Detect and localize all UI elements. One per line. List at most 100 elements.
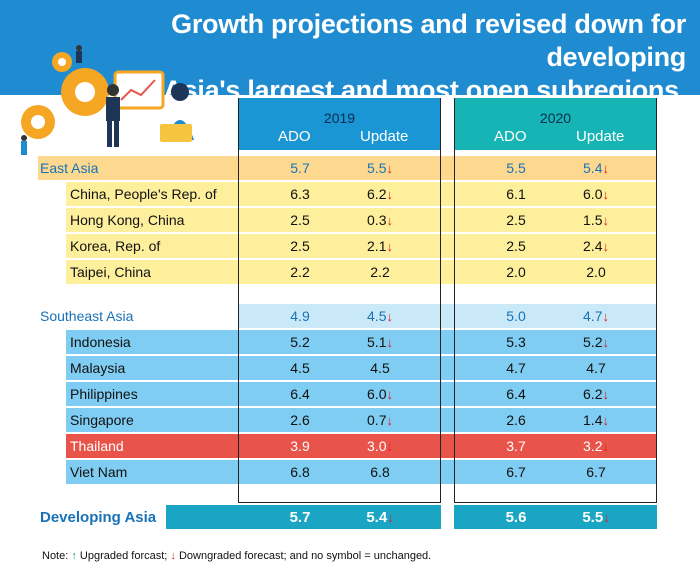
value-cell: 2.6 [270, 412, 330, 428]
value-text: 2.2 [290, 264, 310, 280]
row-label: Philippines [70, 386, 138, 402]
value-text: 6.2 [583, 386, 603, 402]
person-presenter-icon [106, 84, 120, 147]
value-text: 3.2 [583, 438, 603, 454]
row-background [66, 434, 238, 458]
value-text: 2.4 [583, 238, 603, 254]
row-background [66, 408, 238, 432]
value-text: 5.2 [583, 334, 603, 350]
row-background [441, 208, 454, 232]
row-background [441, 304, 454, 328]
value-text: 6.3 [290, 186, 310, 202]
row-background [441, 234, 454, 258]
value-text: 6.0 [583, 186, 603, 202]
row-background [38, 304, 238, 328]
value-text: 6.7 [506, 464, 526, 480]
value-text: 4.5 [367, 308, 387, 324]
value-text: 2.0 [586, 264, 606, 280]
table-row: Indonesia 5.2 5.1↓ 5.3 5.2↓ [0, 329, 700, 355]
table-row: Developing Asia 5.7 5.4↓ 5.6 5.5↓ [0, 504, 700, 530]
column-header-2019: 2019 ADO Update [238, 98, 441, 150]
row-background [441, 182, 454, 206]
row-label: Hong Kong, China [70, 212, 185, 228]
down-arrow-icon: ↓ [386, 335, 393, 350]
row-background [441, 382, 454, 406]
value-cell: 2.5 [270, 212, 330, 228]
note-down-text: Downgraded forecast; and no symbol = unc… [178, 550, 432, 562]
value-text: 4.7 [506, 360, 526, 376]
value-cell: 5.4↓ [566, 160, 626, 176]
row-background [66, 356, 238, 380]
row-background [454, 330, 657, 354]
value-text: 6.7 [586, 464, 606, 480]
value-cell: 5.2↓ [566, 334, 626, 350]
value-cell: 4.9 [270, 308, 330, 324]
value-text: 2.5 [506, 212, 526, 228]
value-cell: 6.4 [270, 386, 330, 402]
value-text: 5.0 [506, 308, 526, 324]
value-cell: 0.3↓ [350, 212, 410, 228]
value-cell: 2.1↓ [350, 238, 410, 254]
row-background [66, 260, 238, 284]
row-label: East Asia [40, 160, 99, 176]
row-background [238, 356, 441, 380]
value-cell: 2.0 [486, 264, 546, 280]
value-text: 3.0 [367, 438, 387, 454]
row-background [166, 505, 238, 529]
row-label: Developing Asia [40, 509, 157, 526]
value-text: 4.5 [370, 360, 390, 376]
value-cell: 3.7 [486, 438, 546, 454]
value-cell: 6.8 [350, 464, 410, 480]
value-cell: 0.7↓ [350, 412, 410, 428]
tiny-gear-icon [52, 52, 72, 72]
row-background [454, 260, 657, 284]
down-arrow-icon: ↓ [386, 213, 393, 228]
row-background [38, 156, 238, 180]
value-text: 5.7 [289, 509, 311, 526]
value-cell: 5.4↓ [350, 509, 410, 526]
row-background [238, 234, 441, 258]
row-background [454, 382, 657, 406]
value-cell: 6.1 [486, 186, 546, 202]
value-text: 2.5 [290, 238, 310, 254]
row-background [238, 260, 441, 284]
note-prefix: Note: [42, 550, 69, 562]
value-cell: 2.2 [270, 264, 330, 280]
down-arrow-icon: ↓ [602, 335, 609, 350]
value-text: 4.7 [586, 360, 606, 376]
value-text: 5.1 [367, 334, 387, 350]
value-cell: 3.9 [270, 438, 330, 454]
value-text: 5.4 [583, 160, 603, 176]
row-background [238, 304, 441, 328]
value-cell: 6.0↓ [350, 386, 410, 402]
value-text: 2.6 [290, 412, 310, 428]
value-cell: 5.5 [486, 160, 546, 176]
value-text: 6.4 [290, 386, 310, 402]
value-text: 4.9 [290, 308, 310, 324]
value-text: 2.1 [367, 238, 387, 254]
value-text: 6.8 [290, 464, 310, 480]
row-background [66, 234, 238, 258]
business-illustration [21, 45, 194, 155]
value-cell: 1.4↓ [566, 412, 626, 428]
row-background [441, 505, 454, 529]
ado-2019-label: ADO [278, 128, 311, 145]
ado-2020-label: ADO [494, 128, 527, 145]
value-cell: 3.2↓ [566, 438, 626, 454]
value-text: 6.2 [367, 186, 387, 202]
row-background [454, 434, 657, 458]
value-text: 1.5 [583, 212, 603, 228]
down-arrow-icon: ↓ [386, 309, 393, 324]
table-row: Viet Nam 6.8 6.8 6.7 6.7 [0, 459, 700, 485]
value-text: 0.7 [367, 412, 387, 428]
table-row: Philippines 6.4 6.0↓ 6.4 6.2↓ [0, 381, 700, 407]
down-arrow-icon: ↓ [386, 413, 393, 428]
footnote: Note: ↑ Upgraded forcast; ↓ Downgraded f… [42, 550, 431, 562]
value-cell: 4.5↓ [350, 308, 410, 324]
value-cell: 4.7 [566, 360, 626, 376]
value-text: 5.5 [506, 160, 526, 176]
value-cell: 5.6 [486, 509, 546, 526]
value-cell: 3.0↓ [350, 438, 410, 454]
value-text: 3.7 [506, 438, 526, 454]
row-background [66, 182, 238, 206]
